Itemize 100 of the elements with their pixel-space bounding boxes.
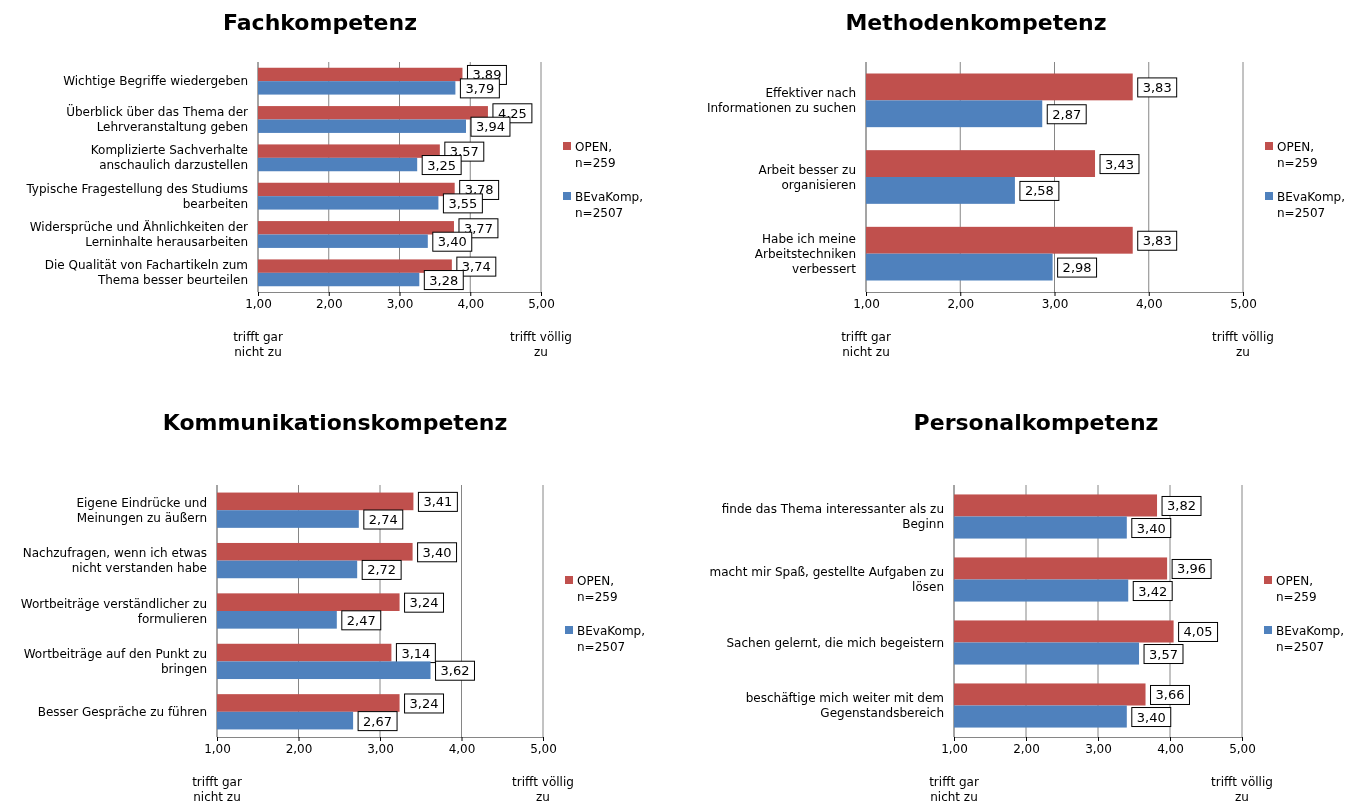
value-label: 3,42	[1132, 581, 1173, 602]
legend-label: BEvaKomp, n=2507	[1277, 190, 1346, 220]
value-label: 3,55	[442, 193, 483, 214]
value-label: 3,96	[1171, 559, 1212, 579]
data-label: 3,82	[1167, 498, 1196, 514]
y-tick-label: Die Qualität von Fachartikeln zum Thema besser beurteilen	[44, 258, 248, 288]
value-label: 3,74	[456, 256, 497, 277]
value-label: 3,24	[404, 592, 444, 613]
value-label: 2,67	[357, 711, 398, 732]
value-label: 3,14	[395, 643, 436, 664]
data-label: 3,62	[440, 663, 470, 679]
x-tick-label: 2,00	[285, 741, 313, 756]
chart-title: Personalkompetenz	[913, 410, 1159, 435]
x-tick-label: 3,00	[386, 296, 414, 311]
y-tick-label: macht mir Spaß, gestellte Aufgaben zu lösen	[709, 565, 944, 594]
data-label: 4,05	[1183, 624, 1213, 640]
data-label: 2,74	[368, 512, 398, 528]
value-label: 2,72	[361, 559, 402, 580]
legend-label: BEvaKomp, n=2507	[577, 624, 646, 654]
data-label: 3,66	[1155, 687, 1185, 703]
text: trifft völlig zu	[512, 774, 574, 802]
y-tick-label: Wortbeiträge verständlicher zu formulieren	[20, 596, 207, 626]
x-tick-label: 1,00	[204, 741, 231, 756]
text: trifft völlig zu	[1211, 774, 1273, 802]
data-label: 3,57	[1149, 646, 1178, 662]
data-label: 3,42	[1138, 583, 1168, 599]
y-tick-label: Typische Fragestellung des Studiums bearbeiten	[25, 181, 248, 211]
value-label: 3,57	[1143, 644, 1184, 665]
data-label: 3,41	[423, 494, 453, 510]
data-label: 3,40	[422, 544, 452, 560]
x-tick-label: 3,00	[1085, 741, 1112, 756]
value-label: 2,58	[1019, 180, 1060, 201]
text: trifft gar nicht zu	[929, 774, 979, 802]
legend-label: OPEN, n=259	[1276, 574, 1317, 604]
text: trifft gar nicht zu	[192, 774, 242, 802]
value-label: 3,40	[1131, 518, 1172, 539]
y-tick-label: Überblick über das Thema der Lehrveranstaltung geben	[66, 103, 249, 134]
data-label: 3,74	[461, 259, 491, 275]
legend-label: OPEN, n=259	[577, 574, 618, 604]
y-tick-label: Wichtige Begriffe wiedergeben	[63, 74, 248, 89]
data-label: 3,43	[1105, 156, 1134, 172]
legend-label: BEvaKomp, n=2507	[1276, 624, 1345, 654]
data-label: 3,83	[1142, 79, 1172, 95]
value-label: 3,25	[421, 155, 462, 176]
data-label: 3,40	[1136, 709, 1166, 725]
value-label: 3,40	[417, 542, 458, 563]
data-label: 3,28	[429, 272, 459, 288]
legend-label: OPEN, n=259	[1277, 140, 1318, 170]
chart-title: Methodenkompetenz	[845, 10, 1107, 35]
text: trifft gar nicht zu	[841, 329, 891, 359]
data-label: 3,40	[1136, 520, 1166, 536]
text: trifft gar nicht zu	[233, 329, 283, 359]
legend-label: BEvaKomp, n=2507	[575, 190, 644, 220]
value-label: 2,98	[1057, 257, 1098, 278]
y-tick-label: Habe ich meine Arbeitstechniken verbessert	[754, 231, 857, 276]
y-tick-label: Besser Gespräche zu führen	[37, 704, 207, 719]
value-label: 2,87	[1046, 104, 1087, 125]
value-label: 3,82	[1161, 496, 1202, 516]
value-label: 3,40	[432, 231, 473, 252]
value-label: 3,66	[1150, 685, 1190, 705]
chart-title: Fachkompetenz	[223, 10, 417, 35]
value-label: 3,43	[1099, 154, 1140, 175]
x-tick-label: 5,00	[1229, 741, 1256, 756]
data-label: 2,72	[367, 562, 397, 578]
value-label: 4,05	[1178, 622, 1219, 642]
y-tick-label: Komplizierte Sachverhalte anschaulich darzustellen	[90, 143, 248, 173]
x-tick-label: 3,00	[1041, 296, 1069, 311]
x-tick-label: 5,00	[1230, 296, 1257, 311]
value-label: 3,94	[470, 116, 511, 137]
value-label: 2,47	[341, 610, 382, 631]
x-tick-label: 1,00	[853, 296, 880, 311]
legend-label: OPEN, n=259	[575, 140, 616, 170]
y-tick-label: beschäftige mich weiter mit dem Gegenstandsbereich	[745, 691, 944, 720]
value-label: 3,83	[1137, 230, 1178, 251]
x-tick-label: 4,00	[1157, 741, 1184, 756]
text: trifft völlig zu	[510, 329, 572, 359]
value-label: 3,79	[459, 78, 500, 99]
value-label: 3,28	[423, 270, 464, 291]
data-label: 3,96	[1177, 561, 1207, 577]
y-tick-label: Effektiver nach Informationen zu suchen	[706, 85, 856, 115]
data-label: 2,98	[1062, 260, 1092, 276]
x-tick-label: 2,00	[1013, 741, 1040, 756]
value-label: 3,62	[435, 660, 475, 681]
y-tick-label: Sachen gelernt, die mich begeistern	[726, 635, 944, 650]
data-label: 3,14	[401, 645, 431, 661]
y-tick-label: Eigene Eindrücke und Meinungen zu äußern	[76, 495, 207, 525]
data-label: 2,58	[1024, 183, 1054, 199]
x-tick-label: 2,00	[315, 296, 343, 311]
x-tick-label: 1,00	[941, 741, 968, 756]
text: trifft völlig zu	[1212, 329, 1274, 359]
value-label: 3,40	[1131, 707, 1172, 728]
value-label: 3,24	[404, 693, 444, 714]
x-tick-label: 1,00	[245, 296, 272, 311]
x-tick-label: 4,00	[448, 741, 476, 756]
y-tick-label: Wortbeiträge auf den Punkt zu bringen	[23, 646, 207, 676]
x-tick-label: 4,00	[1135, 296, 1163, 311]
value-label: 3,41	[417, 491, 458, 512]
data-label: 3,83	[1142, 233, 1172, 249]
data-label: 3,24	[409, 595, 439, 611]
data-label: 3,24	[409, 695, 439, 711]
